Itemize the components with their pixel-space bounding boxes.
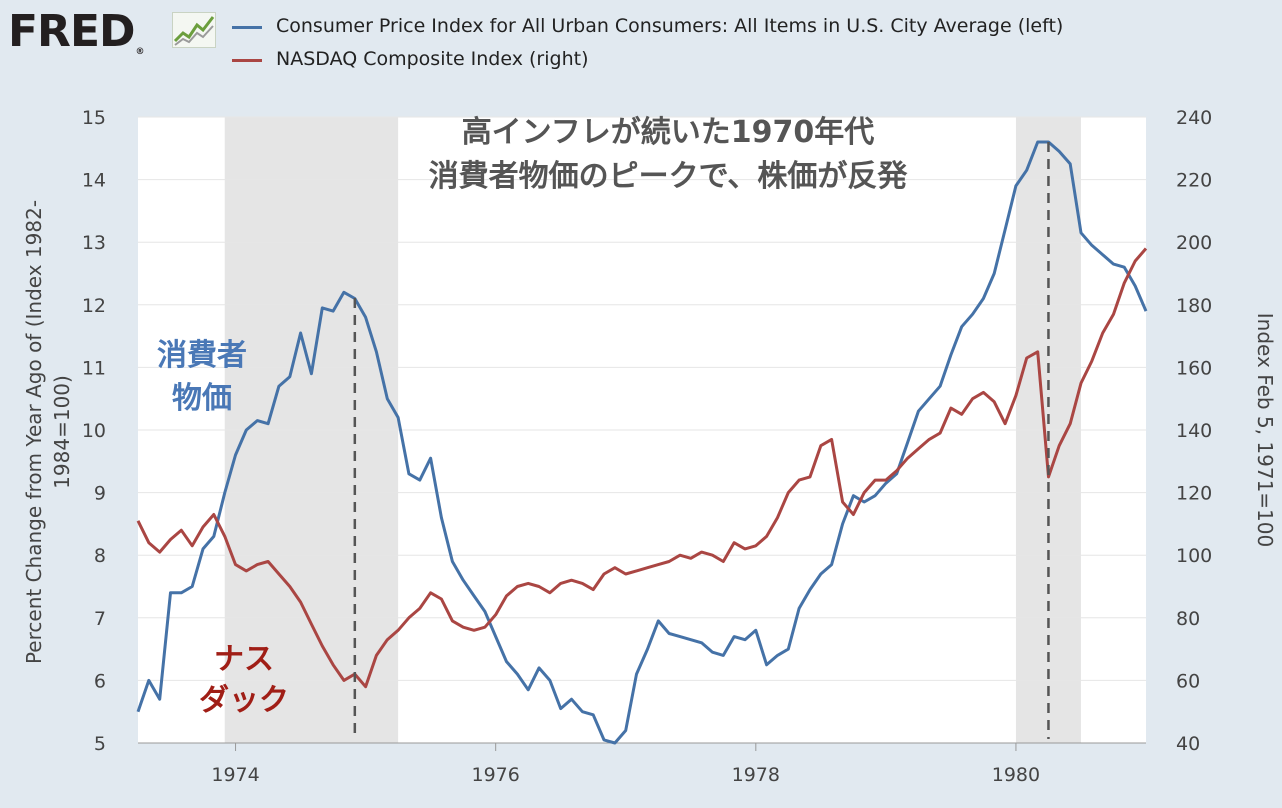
y-right-tick-2: 80 bbox=[1176, 608, 1200, 630]
y-left-axis-title: Percent Change from Year Ago of (Index 1… bbox=[22, 200, 74, 664]
legend-swatch-cpi bbox=[232, 26, 262, 29]
y-right-tick-5: 140 bbox=[1176, 420, 1212, 442]
y-left-tick-10: 15 bbox=[82, 107, 106, 129]
y-right-tick-6: 160 bbox=[1176, 357, 1212, 379]
logo-text: FRED bbox=[8, 6, 136, 57]
legend-label-nasdaq: NASDAQ Composite Index (right) bbox=[276, 48, 589, 70]
legend-label-cpi: Consumer Price Index for All Urban Consu… bbox=[276, 15, 1064, 37]
y-right-tick-9: 220 bbox=[1176, 170, 1212, 192]
nasdaq-annotation-line-1: ナス bbox=[214, 642, 274, 677]
cpi-annotation-line-2: 物価 bbox=[172, 381, 232, 416]
y-right-tick-1: 60 bbox=[1176, 670, 1200, 692]
y-left-tick-5: 10 bbox=[82, 420, 106, 442]
x-tick-0: 1974 bbox=[211, 764, 259, 786]
x-tick-3: 1980 bbox=[992, 764, 1040, 786]
chart-header: FRED® Consumer Price Index for All Urban… bbox=[0, 0, 1282, 110]
y-left-tick-7: 12 bbox=[82, 295, 106, 317]
y-right-tick-7: 180 bbox=[1176, 295, 1212, 317]
cpi-annotation-line-1: 消費者 bbox=[157, 338, 247, 373]
y-left-tick-2: 7 bbox=[94, 608, 106, 630]
y-left-tick-1: 6 bbox=[94, 670, 106, 692]
y-left-tick-6: 11 bbox=[82, 357, 106, 379]
y-left-axis-title-line: Percent Change from Year Ago of (Index 1… bbox=[22, 200, 46, 664]
y-left-axis-title-line: 1984=100) bbox=[50, 375, 74, 489]
y-right-tick-0: 40 bbox=[1176, 733, 1200, 755]
y-right-tick-3: 100 bbox=[1176, 545, 1212, 567]
legend-swatch-nasdaq bbox=[232, 59, 262, 62]
nasdaq-annotation-line-2: ダック bbox=[199, 683, 289, 718]
y-right-axis-title: Index Feb 5, 1971=100 bbox=[1253, 313, 1277, 547]
y-right-tick-10: 240 bbox=[1176, 107, 1212, 129]
y-right-tick-8: 200 bbox=[1176, 232, 1212, 254]
y-left-tick-4: 9 bbox=[94, 483, 106, 505]
fred-logo[interactable]: FRED® bbox=[8, 6, 145, 57]
x-tick-2: 1978 bbox=[732, 764, 780, 786]
nasdaq-series-line[interactable] bbox=[136, 247, 1148, 689]
trend-chart-icon bbox=[172, 12, 216, 48]
y-left-tick-3: 8 bbox=[94, 545, 106, 567]
y-right-tick-4: 120 bbox=[1176, 483, 1212, 505]
chart-title-line-2: 消費者物価のピークで、株価が反発 bbox=[429, 159, 909, 194]
chart-title-line-1: 高インフレが続いた1970年代 bbox=[462, 115, 875, 150]
y-left-tick-9: 14 bbox=[82, 170, 106, 192]
cpi-series-line[interactable] bbox=[136, 140, 1148, 745]
y-left-tick-0: 5 bbox=[94, 733, 106, 755]
logo-registered: ® bbox=[135, 47, 145, 57]
x-tick-1: 1976 bbox=[471, 764, 519, 786]
y-left-tick-8: 13 bbox=[82, 232, 106, 254]
